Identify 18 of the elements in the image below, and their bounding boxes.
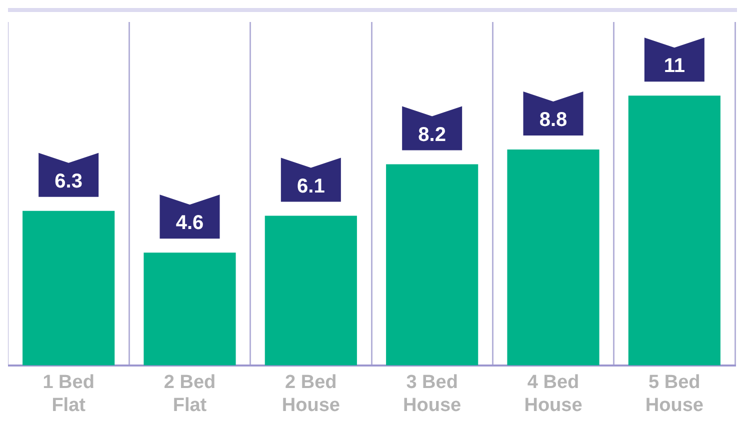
bar [22,210,115,366]
x-tick-label: 1 Bed Flat [42,372,94,416]
data-label: 4.6 [176,212,204,234]
x-tick-label: 2 Bed Flat [164,372,216,416]
bar [507,150,600,366]
data-label: 11 [664,55,685,78]
data-label: 6.3 [54,170,82,192]
bar [264,216,357,366]
data-label: 6.1 [297,175,325,198]
data-label: 8.2 [418,124,446,146]
x-tick-label: 2 Bed House [282,372,340,416]
bar [386,164,478,366]
x-tick-label: 5 Bed House [645,372,704,416]
bar [144,252,236,366]
bar [628,96,720,366]
x-tick-label: 4 Bed House [524,372,582,416]
x-tick-label: 3 Bed House [403,372,462,416]
data-label: 8.8 [539,109,568,132]
